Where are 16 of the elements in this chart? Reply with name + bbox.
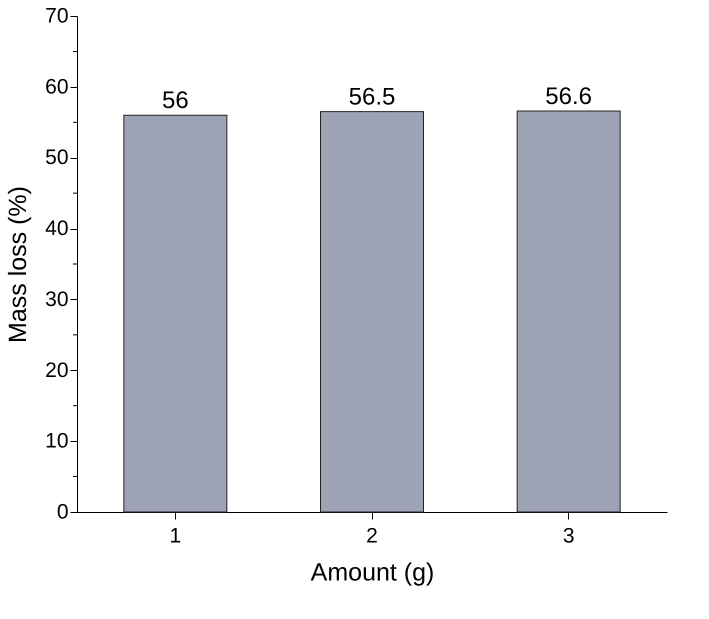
data-label: 56.6 bbox=[545, 82, 592, 110]
x-axis-title: Amount (g) bbox=[310, 558, 434, 586]
y-tick-label: 0 bbox=[56, 500, 68, 524]
x-tick-label: 2 bbox=[366, 524, 378, 548]
y-tick-label: 30 bbox=[45, 288, 68, 311]
y-tick-label: 70 bbox=[45, 4, 68, 28]
y-tick-label: 10 bbox=[45, 430, 68, 453]
y-tick-label: 60 bbox=[45, 75, 68, 98]
data-label: 56 bbox=[162, 87, 189, 114]
x-tick-label: 1 bbox=[169, 524, 182, 548]
data-label: 56.5 bbox=[348, 84, 396, 111]
y-tick-label: 20 bbox=[45, 358, 68, 382]
x-tick-label: 3 bbox=[562, 524, 575, 548]
y-axis-title: Mass loss (%) bbox=[4, 186, 32, 343]
y-tick-label: 50 bbox=[45, 146, 68, 170]
y-tick-label: 40 bbox=[45, 217, 68, 240]
